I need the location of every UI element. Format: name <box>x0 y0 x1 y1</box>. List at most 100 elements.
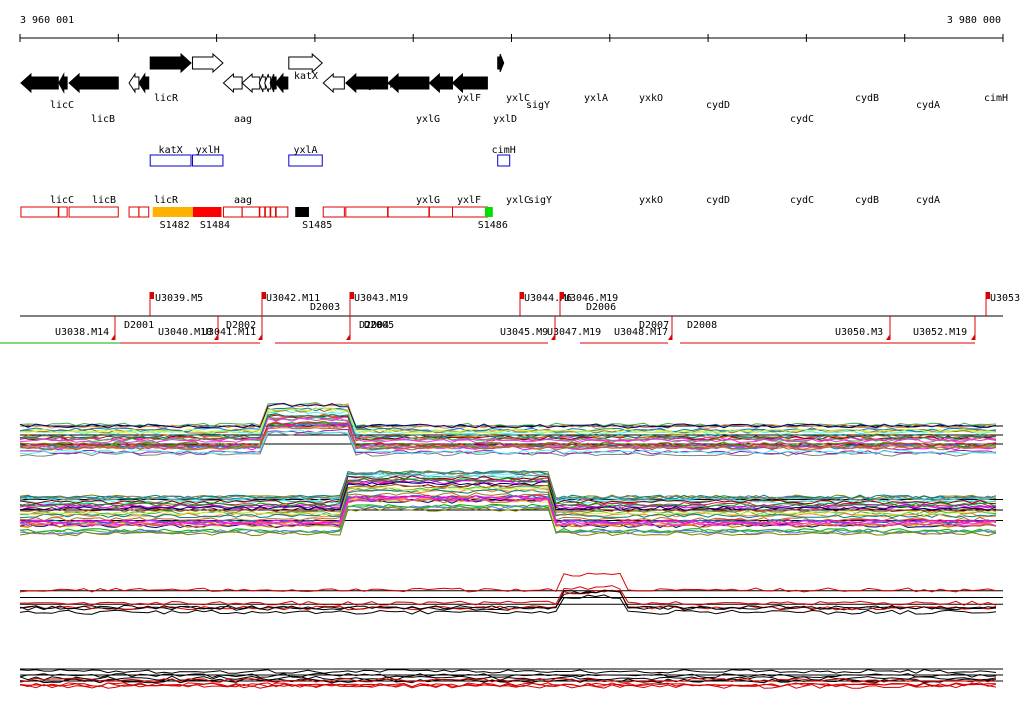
downstream-flag <box>551 334 555 340</box>
highlighted-genes-track: katX yxlH yxlA cimH <box>149 145 516 167</box>
feature-label-U3053: U3053 <box>990 293 1020 304</box>
upstream-flag <box>520 292 524 299</box>
expression-series <box>19 495 997 525</box>
expression-series <box>19 572 997 593</box>
gene-label-yxlD: yxlD <box>493 114 517 125</box>
gene-annotations <box>20 52 505 94</box>
track-box-yxlF <box>241 206 261 218</box>
expression-series <box>19 429 997 455</box>
expression-series <box>19 407 997 434</box>
feature-label-U3048: U3048.M17 <box>614 327 668 338</box>
feature-label-D2002: D2002 <box>226 320 256 331</box>
track-label-aag: aag <box>234 195 252 206</box>
track-label-licR: licR <box>154 195 179 206</box>
track-label-licC: licC <box>50 195 74 206</box>
expression-series <box>19 488 997 518</box>
gene-arrow-cydC <box>387 72 430 94</box>
gene-arrow-licB <box>58 72 68 94</box>
track-box-aag <box>128 206 140 218</box>
expression-series <box>19 470 997 500</box>
expression-series <box>19 482 997 512</box>
segment-S1485 <box>295 207 309 217</box>
segments-track: S1482 S1484 S1485 S1486 <box>152 207 508 231</box>
highlight-box-yxlH <box>191 154 224 167</box>
track-label-cydC: cydC <box>790 195 814 206</box>
feature-label-D2004: D2004 <box>359 320 389 331</box>
gene-label-aag: aag <box>234 114 252 125</box>
gene-label-yxkO: yxkO <box>639 93 663 104</box>
expression-track-3 <box>19 572 1003 615</box>
expression-series <box>19 678 997 684</box>
track-label-sigY: sigY <box>528 195 552 206</box>
track-label-yxkO: yxkO <box>639 195 663 206</box>
upstream-downstream-features: U3039.M5 U3042.M11 U3043.M19 U3044.M6 U3… <box>0 292 1020 344</box>
track-label-cydD: cydD <box>706 195 730 206</box>
gene-arrow-aag <box>128 72 140 94</box>
track-box-cydC <box>387 206 430 218</box>
expression-track-1 <box>19 402 1003 457</box>
expression-series <box>19 402 997 429</box>
expression-series <box>19 677 997 683</box>
highlight-label-katX: katX <box>159 145 183 156</box>
expression-series <box>19 589 997 610</box>
highlight-label-yxlA: yxlA <box>293 145 317 156</box>
gene-arrow-yxlA <box>288 52 323 74</box>
expression-series <box>20 486 997 516</box>
segment-S1482 <box>152 207 193 217</box>
gene-arrow-yxkO <box>322 72 345 94</box>
feature-label-U3039: U3039.M5 <box>155 293 203 304</box>
gene-arrow-cimH <box>497 53 505 73</box>
highlight-label-yxlH: yxlH <box>196 145 220 156</box>
segment-S1486 <box>484 207 493 217</box>
expression-series <box>19 481 997 511</box>
track-label-licB: licB <box>92 195 116 206</box>
downstream-flag <box>971 334 975 340</box>
track-label-yxlG: yxlG <box>416 195 440 206</box>
segment-label-S1482: S1482 <box>160 220 190 231</box>
gene-label-cimH: cimH <box>984 93 1008 104</box>
expression-track-2 <box>19 470 1003 537</box>
gene-arrow-licR <box>68 72 119 94</box>
feature-label-D2008: D2008 <box>687 320 717 331</box>
upstream-flag <box>560 292 564 299</box>
expression-series <box>19 431 997 457</box>
track-box-yxlD <box>264 206 272 218</box>
gene-label-cydD: cydD <box>706 100 730 111</box>
track-box-licB <box>58 206 68 218</box>
expression-series <box>19 424 997 451</box>
feature-label-D2001: D2001 <box>124 320 154 331</box>
feature-label-D2006: D2006 <box>586 302 616 313</box>
feature-label-D2007: D2007 <box>639 320 669 331</box>
feature-label-U3044: U3044.M6 <box>524 293 572 304</box>
gene-outline-track: licC licB licR aag yxlG yxlF yxlC sigY y… <box>20 195 940 218</box>
expression-series <box>19 417 997 444</box>
feature-label-U3046: U3046.M19 <box>564 293 618 304</box>
track-box-licR <box>68 206 119 218</box>
expression-series <box>19 497 997 527</box>
feature-label-U3052: U3052.M19 <box>913 327 967 338</box>
gene-label-yxlH: yxlH <box>368 80 392 91</box>
gene-arrow-cydB <box>428 72 453 94</box>
feature-label-U3043: U3043.M19 <box>354 293 408 304</box>
segment-label-S1485: S1485 <box>302 220 332 231</box>
expression-series <box>19 488 997 519</box>
feature-label-D2003: D2003 <box>310 302 340 313</box>
feature-label-D2005: D2005 <box>364 320 394 331</box>
gene-arrow-yxlG <box>222 72 243 94</box>
track-label-cydB: cydB <box>855 195 879 206</box>
expression-tracks <box>19 402 1003 689</box>
gene-arrow-yxlH <box>191 52 224 74</box>
highlight-box-katX <box>149 154 192 167</box>
expression-series <box>19 421 997 448</box>
track-label-yxlC: yxlC <box>506 195 530 206</box>
gene-arrow-yxlF <box>241 72 261 94</box>
feature-label-U3038: U3038.M14 <box>55 327 109 338</box>
expression-series <box>19 498 997 528</box>
downstream-flag <box>111 334 115 340</box>
gene-arrow-sigY <box>274 72 289 94</box>
segment-S1484 <box>192 207 222 217</box>
gene-label-yxlG: yxlG <box>416 114 440 125</box>
gene-label-yxlA: yxlA <box>584 93 608 104</box>
upstream-flag <box>262 292 266 299</box>
